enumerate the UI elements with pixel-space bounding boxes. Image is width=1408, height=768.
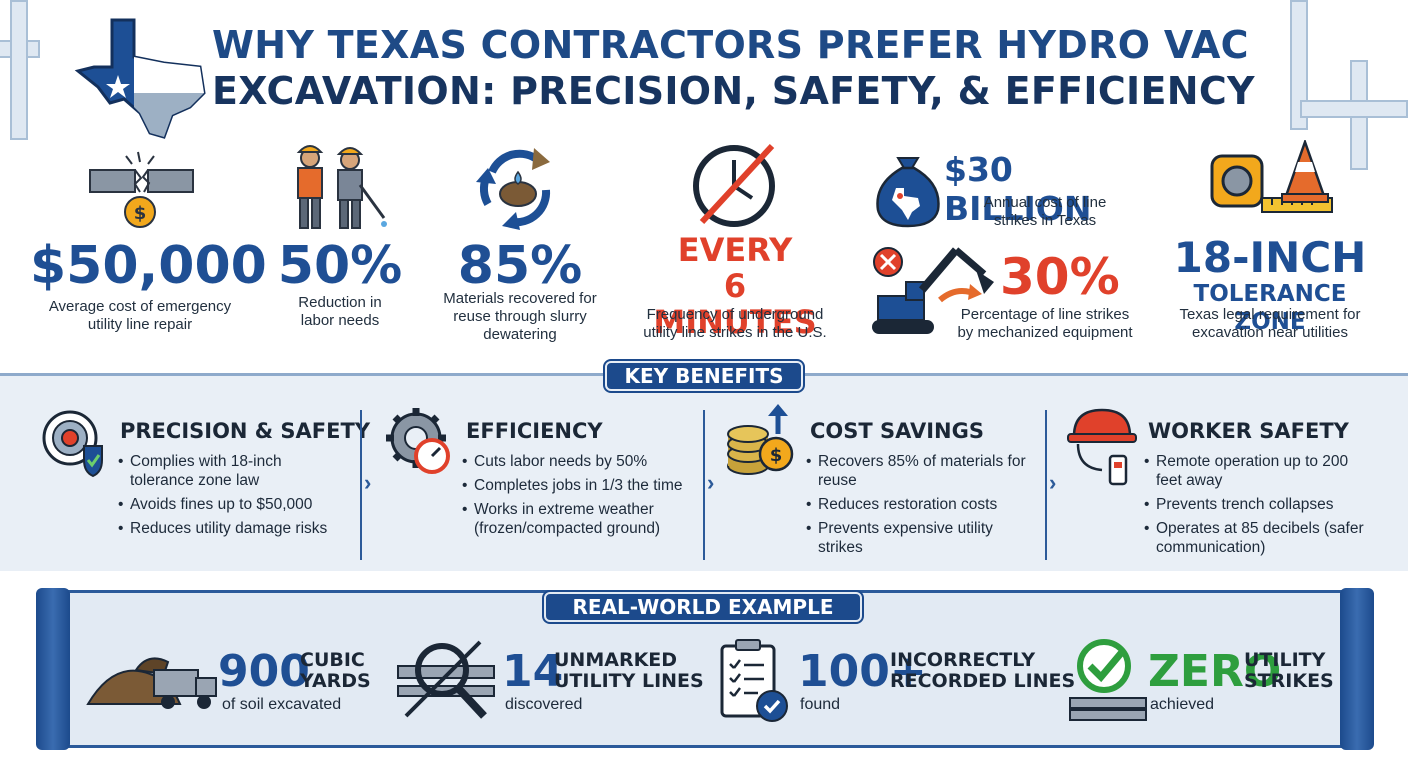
stat-materials-caption: Materials recovered for reuse through slu… [443,290,597,343]
list-item: Reduces utility damage risks [118,519,348,538]
clock-icon [693,143,775,227]
workers-icon [296,145,387,229]
chevron-right-icon: › [707,470,715,495]
example-unmarked-value: 14 [502,646,564,697]
svg-text:$: $ [770,445,783,466]
stat-tolerance-caption: Texas legal requirement for excavation ne… [1179,306,1361,341]
coins-icon: $ [727,404,794,475]
benefit-cost-list: Recovers 85% of materials for reuse Redu… [806,452,1036,562]
benefit-cost-heading: COST SAVINGS [810,419,984,443]
benefit-worker-list: Remote operation up to 200 feet away Pre… [1144,452,1374,562]
benefit-divider [703,410,705,560]
benefit-precision-heading: PRECISION & SAFETY [120,419,371,443]
example-soil-value: 900 [218,646,310,697]
list-item: Prevents expensive utility strikes [806,519,1036,557]
pipe-decoration-left-vertical [10,0,28,140]
list-item: Works in extreme weather (frozen/compact… [462,500,692,538]
title-line-2: EXCAVATION: PRECISION, SAFETY, & EFFICIE… [212,69,1255,113]
example-soil-label: CUBIC YARDS [300,649,371,692]
dump-truck-icon [86,657,217,709]
example-incorrect-value: 100+ [798,646,927,697]
stat-frequency-value: EVERY 6 MINUTES [653,231,817,341]
page-title: WHY TEXAS CONTRACTORS PREFER HYDRO VAC E… [212,22,1322,114]
stat-frequency-caption: Frequency of underground utility line str… [643,306,827,341]
target-shield-icon [42,410,103,478]
example-zero-caption: achieved [1150,696,1215,713]
list-item: Prevents trench collapses [1144,495,1374,514]
stat-repair-cost-value: $50,000 [30,236,267,296]
example-zero-value: ZERO [1148,646,1282,697]
list-item: Cuts labor needs by 50% [462,452,692,471]
recycle-icon [476,148,551,230]
list-item: Reduces restoration costs [806,495,1036,514]
list-item: Complies with 18-inch tolerance zone law [118,452,348,490]
stat-labor-caption: Reduction in labor needs [298,294,382,329]
benefit-divider [360,410,362,560]
excavator-icon [872,247,994,334]
pipe-decoration-right-h [1300,100,1408,118]
benefit-efficiency-heading: EFFICIENCY [466,419,603,443]
real-world-example-label: REAL-WORLD EXAMPLE [544,592,862,622]
broken-pipe-icon: $ [89,151,194,228]
example-incorrect-caption: found [800,696,841,713]
list-item: Avoids fines up to $50,000 [118,495,348,514]
list-item: Remote operation up to 200 feet away [1144,452,1374,490]
scroll-roll-right [1340,588,1374,750]
benefit-efficiency-list: Cuts labor needs by 50% Completes jobs i… [462,452,692,543]
texas-map-icon [74,18,206,139]
scroll-roll-left [36,588,70,750]
pipe-decoration-right [1290,0,1308,130]
clipboard-icon [720,639,788,722]
cone-icon [1281,140,1329,203]
list-item: Completes jobs in 1/3 the time [462,476,692,495]
stat-materials-value: 85% [457,236,583,296]
benefit-divider [1045,410,1047,560]
check-pipe-icon [1069,639,1147,721]
key-benefits-label: KEY BENEFITS [605,361,803,391]
stat-tolerance-value: 18-INCH TOLERANCE ZONE [1173,233,1367,336]
benefit-precision-list: Complies with 18-inch tolerance zone law… [118,452,348,543]
stat-labor-value: 50% [277,236,403,296]
list-item: Operates at 85 decibels (safer communica… [1144,519,1374,557]
hard-hat-icon [1067,408,1137,486]
chevron-right-icon: › [1049,470,1057,495]
magnifier-pipe-icon [397,640,495,719]
title-line-1: WHY TEXAS CONTRACTORS PREFER HYDRO VAC [212,23,1249,67]
example-unmarked-label: UNMARKED UTILITY LINES [554,649,704,692]
example-zero-label: UTILITY STRIKES [1244,649,1334,692]
gear-gauge-icon [386,408,450,474]
money-bag-icon [876,157,940,228]
stat-mechanized-value: 30% [1000,248,1120,306]
list-item: Recovers 85% of materials for reuse [806,452,1036,490]
stat-repair-cost-caption: Average cost of emergency utility line re… [48,298,232,333]
example-unmarked-caption: discovered [505,696,583,713]
chevron-right-icon: › [364,470,372,495]
stat-annual-cost-caption: Annual cost of line strikes in Texas [983,194,1107,229]
benefit-worker-heading: WORKER SAFETY [1148,419,1349,443]
stat-mechanized-caption: Percentage of line strikes by mechanized … [957,306,1133,341]
stat-annual-cost-value: $30 BILLION [944,150,1092,228]
example-soil-caption: of soil excavated [222,696,342,713]
svg-text:$: $ [134,203,147,224]
example-incorrect-label: INCORRECTLY RECORDED LINES [890,649,1076,692]
